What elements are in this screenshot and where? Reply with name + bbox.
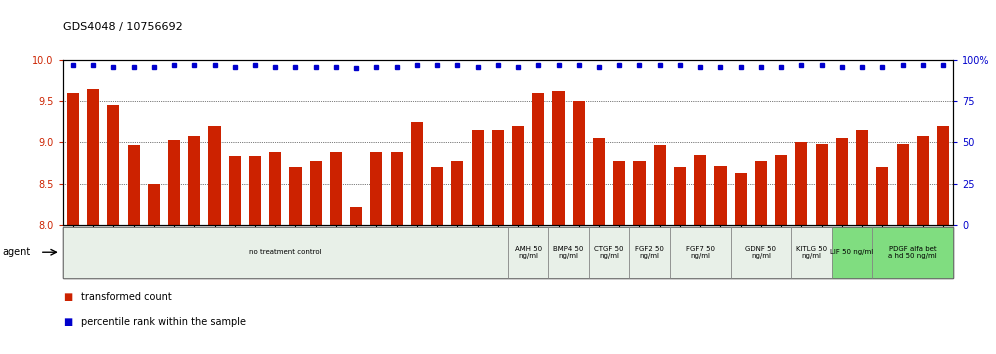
Bar [694,155,706,225]
Text: PDGF alfa bet
a hd 50 ng/ml: PDGF alfa bet a hd 50 ng/ml [888,246,937,259]
Bar [775,155,787,225]
Bar [168,140,180,225]
Bar [735,173,747,225]
Bar [876,167,888,225]
Bar [916,136,929,225]
Text: KITLG 50
ng/ml: KITLG 50 ng/ml [796,246,827,259]
Bar [512,126,524,225]
Bar [351,207,363,225]
Bar [330,152,342,225]
Bar [410,122,423,225]
Bar [593,138,606,225]
Bar [249,156,261,225]
Text: GDNF 50
ng/ml: GDNF 50 ng/ml [745,246,777,259]
Text: no treatment control: no treatment control [249,249,322,255]
Bar [431,167,443,225]
Bar [310,161,322,225]
Bar [371,152,382,225]
Bar [896,144,908,225]
Text: BMP4 50
ng/ml: BMP4 50 ng/ml [554,246,584,259]
Text: LIF 50 ng/ml: LIF 50 ng/ml [831,249,873,255]
Bar [532,93,545,225]
Bar [67,93,79,225]
Bar [188,136,200,225]
Bar [674,167,686,225]
Bar [451,161,463,225]
Text: percentile rank within the sample: percentile rank within the sample [81,317,246,327]
Text: FGF2 50
ng/ml: FGF2 50 ng/ml [635,246,664,259]
Bar [573,101,585,225]
Bar [127,145,139,225]
Bar [714,166,726,225]
Bar [269,152,281,225]
Text: FGF7 50
ng/ml: FGF7 50 ng/ml [685,246,715,259]
Text: ■: ■ [63,317,72,327]
Bar [937,126,949,225]
Text: CTGF 50
ng/ml: CTGF 50 ng/ml [595,246,623,259]
Text: ■: ■ [63,292,72,302]
Text: AMH 50
ng/ml: AMH 50 ng/ml [515,246,542,259]
Bar [471,130,484,225]
Bar [796,142,808,225]
Bar [290,167,302,225]
Bar [229,156,241,225]
Bar [653,145,665,225]
Bar [614,161,625,225]
Text: GDS4048 / 10756692: GDS4048 / 10756692 [63,22,182,32]
Bar [553,91,565,225]
Bar [108,105,120,225]
Bar [633,161,645,225]
Bar [147,184,160,225]
Bar [390,152,402,225]
Bar [856,130,869,225]
Bar [836,138,848,225]
Bar [755,161,767,225]
Bar [87,89,100,225]
Bar [208,126,220,225]
Text: transformed count: transformed count [81,292,171,302]
Text: agent: agent [2,247,30,257]
Bar [492,130,504,225]
Bar [816,144,828,225]
